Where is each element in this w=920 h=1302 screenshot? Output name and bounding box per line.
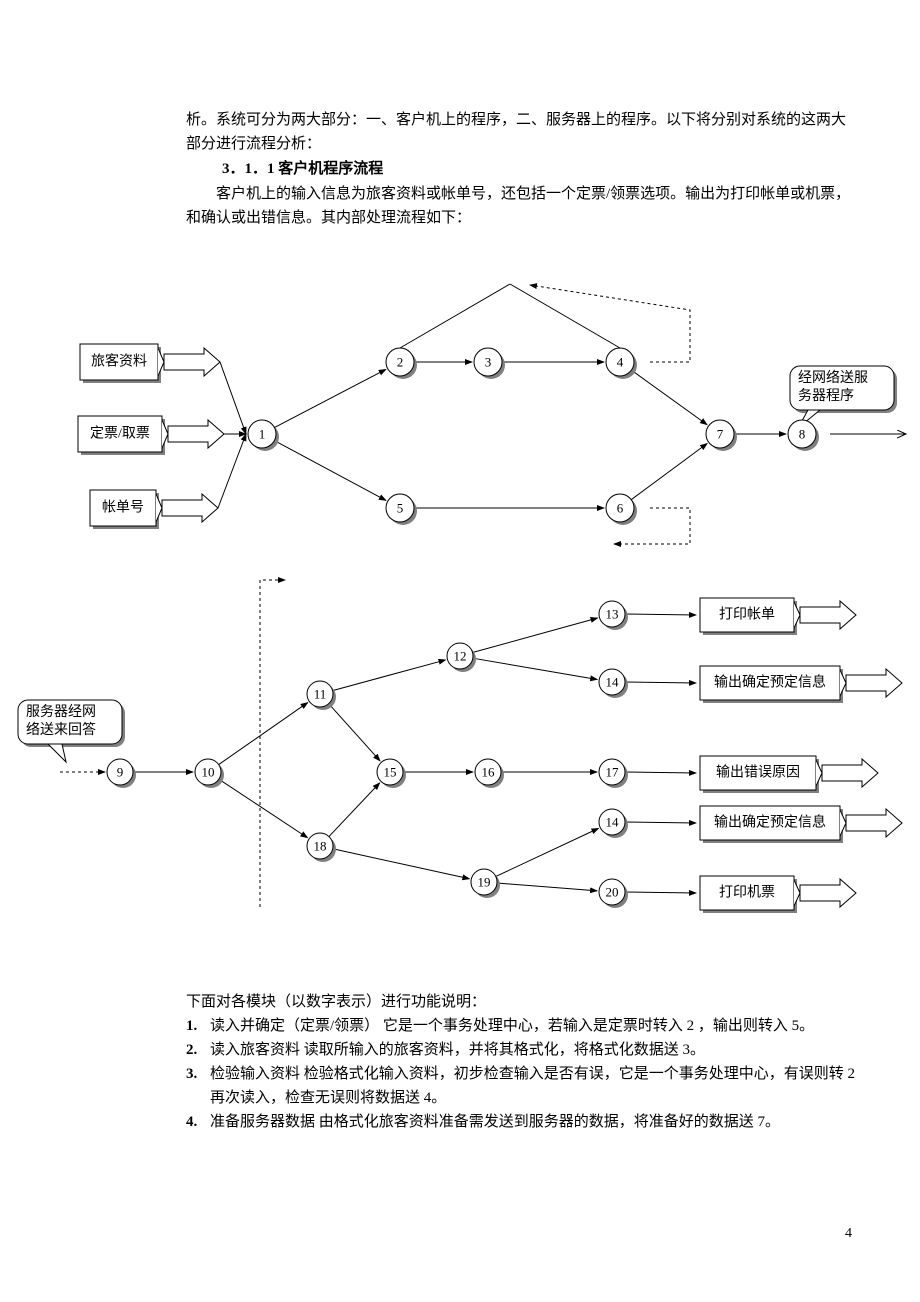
module-item-number: 3.	[186, 1062, 210, 1110]
module-explanation: 下面对各模块（以数字表示）进行功能说明： 1.读入并确定（定票/领票） 它是一个…	[186, 990, 856, 1134]
svg-text:9: 9	[117, 765, 124, 780]
page: 析。系统可分为两大部分：一、客户机上的程序，二、服务器上的程序。以下将分别对系统…	[0, 0, 920, 1302]
below-intro: 下面对各模块（以数字表示）进行功能说明：	[186, 990, 856, 1014]
svg-text:输出错误原因: 输出错误原因	[716, 765, 800, 781]
svg-text:16: 16	[482, 765, 496, 780]
svg-text:13: 13	[606, 607, 619, 622]
module-item: 1.读入并确定（定票/领票） 它是一个事务处理中心，若输入是定票时转入 2 ，输…	[186, 1014, 856, 1038]
svg-text:14: 14	[606, 815, 620, 830]
svg-text:输出确定预定信息: 输出确定预定信息	[714, 814, 826, 831]
svg-text:输出确定预定信息: 输出确定预定信息	[714, 674, 826, 691]
module-item-number: 2.	[186, 1038, 210, 1062]
module-item: 3.检验输入资料 检验格式化输入资料，初步检查输入是否有误，它是一个事务处理中心…	[186, 1062, 856, 1110]
svg-text:12: 12	[454, 649, 467, 664]
module-item-text: 准备服务器数据 由格式化旅客资料准备需发送到服务器的数据，将准备好的数据送 7。	[210, 1110, 856, 1134]
svg-text:打印帐单: 打印帐单	[719, 606, 775, 623]
module-item-text: 读入旅客资料 读取所输入的旅客资料，并将其格式化，将格式化数据送 3。	[210, 1038, 856, 1062]
svg-text:打印机票: 打印机票	[719, 884, 775, 901]
svg-text:17: 17	[606, 765, 620, 780]
svg-text:14: 14	[606, 675, 620, 690]
svg-text:络送来回答: 络送来回答	[26, 721, 96, 738]
module-item-number: 1.	[186, 1014, 210, 1038]
svg-text:20: 20	[606, 885, 619, 900]
svg-text:11: 11	[314, 687, 327, 702]
flowchart-bottom: 服务器经网络送来回答打印帐单输出确定预定信息输出错误原因输出确定预定信息打印机票…	[0, 0, 920, 940]
page-number: 4	[845, 1226, 852, 1242]
module-item-text: 检验输入资料 检验格式化输入资料，初步检查输入是否有误，它是一个事务处理中心，有…	[210, 1062, 856, 1110]
svg-text:服务器经网: 服务器经网	[26, 704, 96, 720]
module-item-number: 4.	[186, 1110, 210, 1134]
svg-text:15: 15	[384, 765, 397, 780]
svg-text:19: 19	[478, 875, 491, 890]
svg-text:18: 18	[314, 839, 327, 854]
module-item-text: 读入并确定（定票/领票） 它是一个事务处理中心，若输入是定票时转入 2 ，输出则…	[210, 1014, 856, 1038]
svg-text:10: 10	[202, 765, 215, 780]
module-item: 4.准备服务器数据 由格式化旅客资料准备需发送到服务器的数据，将准备好的数据送 …	[186, 1110, 856, 1134]
module-item: 2.读入旅客资料 读取所输入的旅客资料，并将其格式化，将格式化数据送 3。	[186, 1038, 856, 1062]
